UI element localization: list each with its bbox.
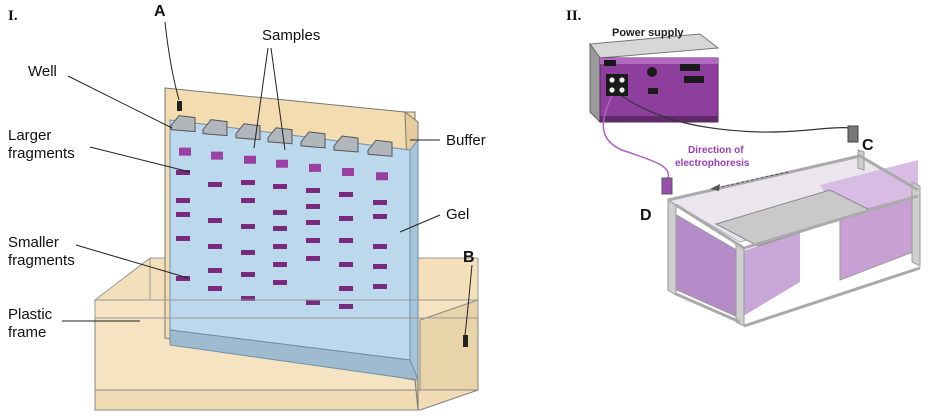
panel-vertical-gel: I. (8, 3, 486, 411)
label-d: D (640, 207, 652, 224)
dna-band (273, 226, 287, 231)
sample-in-well (376, 172, 388, 181)
dna-band (241, 272, 255, 277)
dna-band (306, 204, 320, 209)
label-larger-line1: Larger (8, 127, 51, 144)
dna-band (176, 170, 190, 175)
label-buffer: Buffer (446, 132, 486, 149)
dna-band (241, 198, 255, 203)
gel-tooth (300, 131, 326, 149)
dna-band (273, 184, 287, 189)
dna-band (176, 198, 190, 203)
gel-wells (170, 115, 393, 181)
electrodes (661, 125, 859, 195)
gel-slab (169, 119, 419, 381)
label-smaller-line1: Smaller (8, 234, 59, 251)
dna-band (339, 238, 353, 243)
gel-tooth (333, 135, 359, 153)
gel-tooth (202, 119, 228, 137)
dna-band (306, 188, 320, 193)
sample-in-well (211, 151, 223, 160)
label-larger-line2: fragments (8, 145, 75, 162)
label-gel: Gel (446, 206, 469, 223)
dna-band (373, 244, 387, 249)
dna-band (373, 264, 387, 269)
label-c: C (862, 137, 874, 154)
dna-band (176, 236, 190, 241)
horizontal-gel-tank (666, 149, 921, 328)
marker-a-mark (177, 101, 182, 111)
direction-label-line1: Direction of (688, 145, 744, 156)
label-a: A (154, 3, 166, 20)
panel-ii-label: II. (566, 8, 582, 24)
dna-band (208, 286, 222, 291)
power-supply-label: Power supply (612, 27, 684, 39)
dna-band (339, 216, 353, 221)
dna-band (208, 182, 222, 187)
label-well: Well (28, 63, 57, 80)
dna-band (339, 192, 353, 197)
marker-b-mark (463, 335, 468, 347)
panel-i-label: I. (8, 8, 18, 24)
dna-band (339, 304, 353, 309)
dna-band (306, 256, 320, 261)
dna-band (273, 262, 287, 267)
dna-band (241, 180, 255, 185)
dna-band (373, 214, 387, 219)
dna-band (208, 218, 222, 223)
label-samples: Samples (262, 27, 320, 44)
direction-arrow (710, 171, 789, 191)
gel-tooth (170, 115, 196, 133)
label-b: B (463, 249, 475, 266)
dna-band (339, 286, 353, 291)
dna-band (176, 212, 190, 217)
leader-lines (62, 21, 473, 336)
dna-band (273, 210, 287, 215)
dna-bands (176, 170, 387, 309)
panel-horizontal-gel: II. Power supply (566, 8, 921, 328)
dna-band (273, 280, 287, 285)
dna-band (241, 296, 255, 301)
sample-in-well (244, 155, 256, 164)
label-frame-line2: frame (8, 324, 46, 341)
wires (602, 95, 853, 179)
dna-band (373, 200, 387, 205)
power-supply: Power supply (589, 27, 720, 124)
sample-in-well (276, 159, 288, 168)
dna-band (306, 238, 320, 243)
sample-in-well (179, 147, 191, 156)
dna-band (306, 300, 320, 305)
gel-tooth (367, 139, 393, 157)
dna-band (176, 276, 190, 281)
dna-band (241, 224, 255, 229)
dna-band (339, 262, 353, 267)
dna-band (208, 244, 222, 249)
dna-band (208, 268, 222, 273)
label-smaller-line2: fragments (8, 252, 75, 269)
sample-in-well (309, 163, 321, 172)
direction-label-line2: electrophoresis (675, 158, 750, 169)
dna-band (273, 244, 287, 249)
gel-tooth (267, 127, 293, 145)
gel-tooth (235, 123, 261, 141)
dna-band (373, 284, 387, 289)
sample-in-well (342, 168, 354, 176)
dna-band (306, 220, 320, 225)
label-frame-line1: Plastic (8, 306, 53, 323)
dna-band (241, 250, 255, 255)
